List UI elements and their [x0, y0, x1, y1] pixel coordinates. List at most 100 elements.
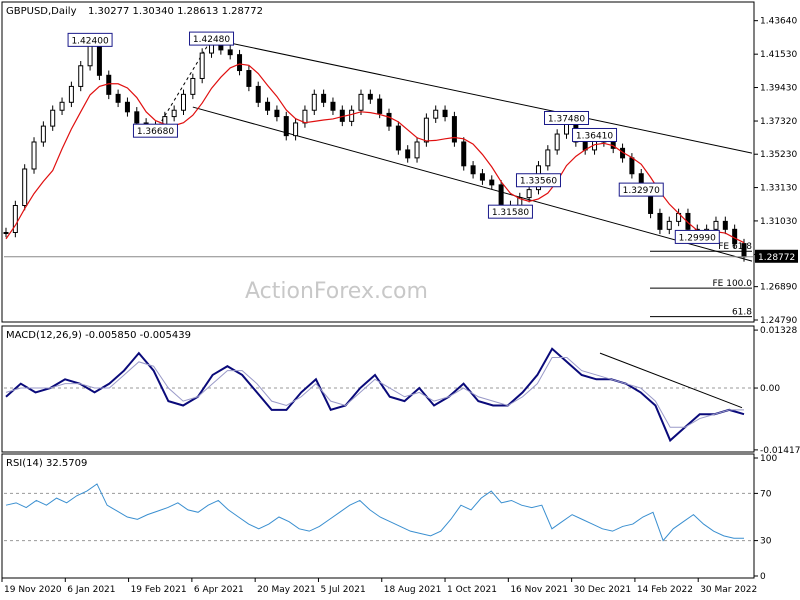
price-tick-label: 1.33130 [760, 184, 797, 194]
price-tick-label: 1.35230 [760, 150, 797, 160]
price-annotation-label: 1.29990 [679, 233, 716, 243]
price-tick-label: 1.26890 [760, 283, 797, 293]
x-tick-label: 16 Nov 2021 [510, 585, 568, 595]
moving-average-line [5, 63, 745, 244]
rsi-tick-label: 70 [760, 489, 772, 499]
candle-body [526, 189, 532, 199]
price-annotation-label: 1.42480 [193, 35, 230, 45]
candle-body [31, 141, 37, 170]
price-panel [1, 1, 755, 323]
fib-level-label: 61.8 [732, 308, 752, 318]
rsi-line [5, 483, 744, 542]
price-annotation-label: 1.36680 [137, 127, 174, 137]
candle-body [22, 168, 28, 207]
candle-body [199, 52, 205, 79]
candle-body [470, 165, 476, 175]
macd-panel [1, 325, 755, 453]
candle-body [246, 70, 252, 87]
candle-body [479, 173, 485, 181]
candle-body [489, 179, 495, 186]
candle-body [274, 109, 280, 118]
candle-body [68, 85, 74, 103]
candle-body [237, 54, 243, 72]
x-tick-label: 19 Nov 2020 [4, 585, 62, 595]
candle-body [3, 232, 9, 235]
candle-body [545, 149, 551, 167]
candle-body [171, 109, 177, 118]
price-annotation-label: 1.42400 [71, 36, 108, 46]
x-tick-label: 6 Jan 2021 [67, 585, 115, 595]
candle-body [349, 109, 355, 122]
macd-tick-label: -0.014173 [760, 446, 800, 456]
candle-body [311, 93, 317, 111]
candle-body [293, 122, 299, 137]
macd-signal-line [5, 356, 744, 428]
price-tick-label: 1.41530 [760, 50, 797, 60]
x-tick-label: 5 Jul 2021 [320, 585, 365, 595]
candle-body [302, 109, 308, 124]
candle-body [255, 85, 261, 103]
price-annotation-box [674, 229, 720, 244]
price-annotation-label: 1.37480 [548, 114, 585, 124]
candle-body [227, 49, 233, 56]
channel-lower-line [192, 106, 753, 262]
candle-body [115, 93, 121, 103]
chart-header-ohlc: 1.30277 1.30340 1.28613 1.28772 [88, 6, 263, 17]
candle-body [124, 101, 130, 113]
x-tick-label: 6 Apr 2021 [194, 585, 244, 595]
x-tick-label: 20 May 2021 [257, 585, 316, 595]
candle-body [442, 109, 448, 118]
price-annotation-box [189, 31, 235, 46]
macd-tick-label: 0.00 [760, 384, 780, 394]
candle-body [180, 93, 186, 111]
last-price-label: 1.28772 [758, 253, 795, 263]
candle-body [629, 157, 635, 175]
macd-title: MACD(12,26,9) -0.005850 -0.005439 [6, 330, 191, 341]
macd-trend-line [599, 352, 743, 409]
candle-body [321, 93, 327, 103]
candle-body [265, 101, 271, 111]
price-tick-label: 1.37320 [760, 117, 797, 127]
candle-body [190, 77, 196, 95]
x-tick-label: 30 Mar 2022 [700, 585, 757, 595]
candle-body [134, 111, 140, 124]
price-annotation-box [544, 110, 590, 125]
candle-body [461, 141, 467, 167]
candle-body [106, 74, 112, 95]
price-annotation-label: 1.36410 [576, 131, 613, 141]
x-tick-label: 19 Feb 2021 [131, 585, 187, 595]
macd-line [5, 347, 745, 443]
candle-body [405, 149, 411, 159]
candle-body [451, 116, 457, 143]
fib-level-label: FE 100.0 [713, 279, 753, 289]
candle-body [498, 184, 504, 207]
rsi-tick-label: 0 [760, 572, 766, 582]
candle-body [40, 125, 46, 143]
price-annotation-box [132, 123, 178, 138]
candle-body [722, 220, 728, 230]
candle-body [367, 93, 373, 100]
candle-body [713, 220, 719, 230]
rsi-panel [1, 453, 755, 579]
price-annotation-box [515, 173, 561, 188]
price-annotation-label: 1.33560 [520, 177, 557, 187]
price-tick-label: 1.24790 [760, 316, 797, 326]
chart-header-symbol: GBPUSD,Daily [6, 6, 77, 17]
watermark: ActionForex.com [245, 279, 428, 304]
fib-level-label: FE 61.8 [718, 242, 752, 252]
candle-body [377, 98, 383, 114]
candle-body [386, 112, 392, 127]
candle-body [50, 109, 56, 127]
macd-tick-label: 0.01328 [760, 326, 797, 336]
price-annotation-label: 1.32970 [623, 186, 660, 196]
price-annotation-label: 1.31580 [492, 208, 529, 218]
candle-body [358, 93, 364, 111]
price-tick-label: 1.43640 [760, 17, 797, 27]
price-annotation-box [67, 32, 113, 47]
candle-body [666, 220, 672, 230]
last-price-box [755, 249, 798, 263]
candle-body [395, 125, 401, 151]
candle-body [330, 101, 336, 111]
candle-body [423, 117, 429, 143]
